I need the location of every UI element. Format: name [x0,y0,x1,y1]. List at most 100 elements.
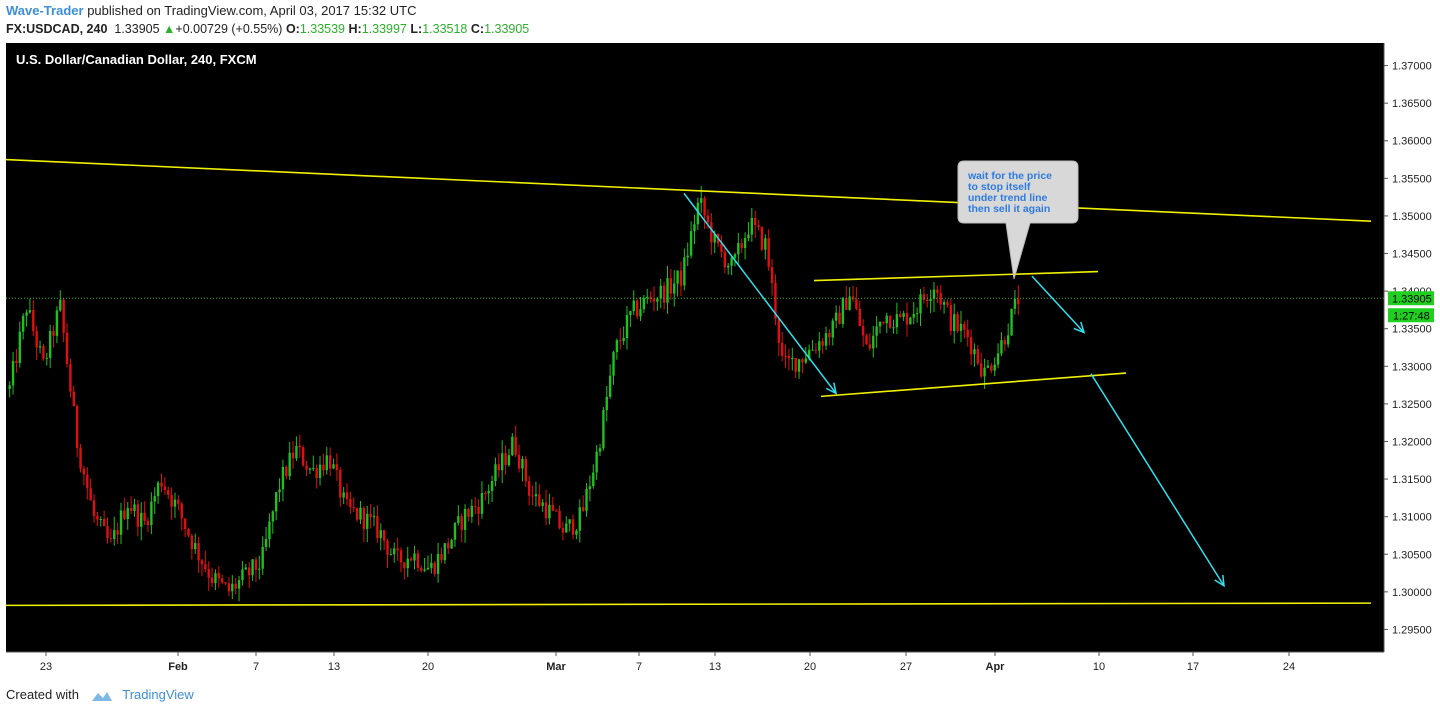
tradingview-logo-icon[interactable] [91,690,113,702]
candle-body [706,215,710,223]
last-price-tag-label: 1.33905 [1392,293,1432,305]
candle-body [457,516,460,524]
candle-body [605,396,608,411]
candle-body [679,270,683,286]
candle-body [15,361,18,364]
lower-support-trendline [6,602,1372,607]
candle-body [288,452,291,477]
candle-body [403,562,406,569]
x-tick-label: Apr [986,661,1006,673]
candle-body [342,492,345,498]
symbol-label: FX:USDCAD, 240 [6,22,108,36]
x-tick-label: 17 [1187,661,1199,673]
candle-body [268,521,271,540]
candle-body [581,507,585,511]
candle-body [625,315,629,338]
candle-body [558,510,561,528]
x-tick-label: 23 [40,661,52,673]
candle-body [639,309,642,317]
candle-body [953,314,956,331]
candle-body [861,326,865,336]
candle-body [737,243,740,255]
candle-body [52,331,55,336]
candle-body [926,299,929,302]
candle-body [396,548,399,551]
candle-body [86,474,89,489]
candle-body [487,490,490,494]
candle-body [575,530,578,535]
plot-background [6,43,1384,652]
candle-body [484,493,487,495]
candle-body [733,254,737,258]
candle-body [18,331,22,364]
candle-body [170,494,173,507]
candle-body [82,468,86,475]
candle-body [129,507,133,511]
candle-body [649,296,652,300]
candle-body [956,314,959,331]
candle-body [177,499,180,504]
candle-body [261,546,264,569]
chart-area[interactable]: 1.29500 1.30000 1.30500 1.31000 1.31500 1.320… [6,43,1435,676]
x-tick-label: 7 [253,661,259,673]
price-axis-background [1384,43,1435,676]
candle-body [753,218,757,226]
candle-body [450,539,453,549]
candle-body [710,222,713,243]
y-tick-label: 1.33500 [1392,324,1432,336]
candle-body [919,294,922,314]
candle-body [160,482,163,487]
x-tick-label: 24 [1283,661,1295,673]
candle-body [899,314,902,317]
candle-body [210,577,214,583]
candle-body [32,310,35,332]
candle-body [200,560,204,565]
candle-body [612,352,615,376]
candle-body [315,467,318,478]
candle-body [109,538,113,540]
candle-body [976,349,980,364]
open-value: 1.33539 [299,22,346,36]
candle-body [150,501,153,526]
candle-body [382,530,386,541]
candle-body [696,202,700,225]
candle-body [369,513,372,518]
tradingview-link[interactable]: TradingView [122,687,194,702]
chart-svg[interactable]: 1.29500 1.30000 1.30500 1.31000 1.31500 1.320… [6,43,1435,676]
candle-body [996,353,1000,365]
candle-body [834,312,838,321]
candle-body [608,375,612,397]
candle-body [379,530,382,539]
candle-body [1006,335,1010,345]
candle-body [851,296,855,300]
y-tick-label: 1.34500 [1392,249,1432,261]
ohlc-line: FX:USDCAD, 240 1.33905 ▲+0.00729 (+0.55%… [6,22,529,36]
candle-body [65,332,69,365]
candle-body [838,312,841,324]
candle-body [959,323,963,331]
target-arrow [1090,373,1225,587]
candle-body [69,364,72,392]
candle-body [224,582,227,584]
candle-body [359,507,362,520]
candle-body [96,515,99,520]
candle-body [740,243,743,249]
candle-body [929,298,932,302]
countdown-tag-label: 1:27:48 [1393,310,1430,322]
candle-body [140,512,143,527]
candle-body [811,349,814,351]
candle-body [865,335,868,345]
candle-body [915,313,919,315]
candle-body [632,300,635,312]
candle-body [92,500,96,516]
candle-body [743,238,747,249]
chart-title: U.S. Dollar/Canadian Dollar, 240, FXCM [16,52,257,67]
candle-body [163,486,167,491]
x-tick-label: Feb [168,661,188,673]
candle-body [578,507,581,531]
candle-body [153,496,156,502]
candle-body [750,218,754,235]
y-tick-label: 1.32500 [1392,399,1432,411]
candle-body [831,320,834,338]
author-link[interactable]: Wave-Trader [6,3,84,18]
